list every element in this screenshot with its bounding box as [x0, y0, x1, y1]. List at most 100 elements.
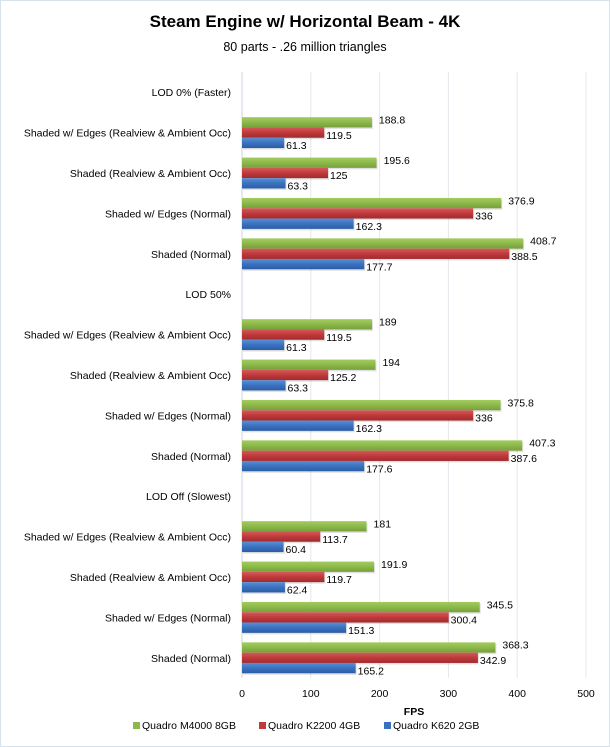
bar-quadro-k2200-4gb — [242, 571, 325, 583]
bar-quadro-k2200-4gb — [242, 167, 328, 179]
bar-quadro-m4000-8gb — [242, 117, 372, 128]
x-axis-title: FPS — [404, 706, 424, 718]
category-label: Shaded (Normal) — [151, 451, 231, 463]
value-label: 151.3 — [348, 625, 374, 637]
value-label: 119.7 — [326, 574, 352, 586]
category-label: LOD 0% (Faster) — [152, 87, 231, 99]
value-label: 63.3 — [288, 382, 309, 394]
bar-quadro-k2200-4gb — [242, 531, 321, 542]
value-label: 345.5 — [487, 599, 513, 611]
legend-swatch — [384, 722, 391, 729]
legend-label: Quadro K620 2GB — [393, 720, 479, 732]
legend-label: Quadro K2200 4GB — [268, 720, 360, 732]
bar-quadro-m4000-8gb — [242, 440, 523, 451]
category-label: Shaded (Realview & Ambient Occ) — [70, 572, 231, 584]
value-label: 63.3 — [288, 180, 309, 192]
x-tick-label: 100 — [302, 688, 320, 700]
category-label: Shaded (Normal) — [151, 249, 231, 261]
chart-subtitle: 80 parts - .26 million triangles — [223, 40, 387, 54]
value-label: 300.4 — [451, 615, 477, 627]
category-label: Shaded w/ Edges (Normal) — [105, 208, 231, 220]
bar-quadro-k2200-4gb — [242, 652, 478, 663]
bar-quadro-k2200-4gb — [242, 248, 510, 259]
value-label: 165.2 — [358, 665, 384, 677]
value-label: 336 — [475, 413, 493, 425]
x-axis-ticks: 0 100 200 300 400 500 — [239, 688, 595, 700]
value-label: 61.3 — [286, 140, 307, 152]
value-label: 376.9 — [508, 195, 534, 207]
value-label: 342.9 — [480, 655, 506, 667]
value-label: 375.8 — [508, 397, 534, 409]
x-tick-label: 500 — [577, 688, 595, 700]
category-label: Shaded (Normal) — [151, 653, 231, 665]
category-label: Shaded w/ Edges (Normal) — [105, 410, 231, 422]
bar-quadro-m4000-8gb — [242, 399, 501, 411]
value-label: 125 — [330, 170, 348, 182]
bar-quadro-k620-2gb — [242, 541, 284, 553]
bars — [242, 117, 525, 675]
bar-quadro-m4000-8gb — [242, 359, 376, 370]
bar-quadro-k2200-4gb — [242, 127, 325, 138]
bar-quadro-k620-2gb — [242, 582, 285, 593]
category-labels: LOD 0% (Faster) Shaded w/ Edges (Realview… — [24, 87, 231, 665]
bar-quadro-k620-2gb — [242, 258, 365, 270]
category-label: Shaded (Realview & Ambient Occ) — [70, 370, 231, 382]
bar-quadro-m4000-8gb — [242, 642, 496, 653]
x-tick-label: 400 — [508, 688, 526, 700]
value-label: 191.9 — [381, 559, 407, 571]
value-label: 194 — [382, 357, 400, 369]
value-label: 408.7 — [530, 236, 556, 248]
bar-quadro-k620-2gb — [242, 218, 354, 229]
chart-title: Steam Engine w/ Horizontal Beam - 4K — [149, 12, 461, 31]
bar-quadro-m4000-8gb — [242, 157, 377, 168]
value-label: 62.4 — [287, 584, 308, 596]
bar-quadro-m4000-8gb — [242, 561, 375, 572]
bar-quadro-k2200-4gb — [242, 410, 474, 421]
bar-quadro-m4000-8gb — [242, 319, 373, 330]
bar-quadro-k2200-4gb — [242, 208, 474, 219]
bar-quadro-k620-2gb — [242, 622, 347, 633]
bar-quadro-m4000-8gb — [242, 197, 502, 209]
value-label: 177.7 — [366, 261, 392, 273]
legend: Quadro M4000 8GB Quadro K2200 4GB Quadro K… — [133, 720, 479, 732]
bar-quadro-m4000-8gb — [242, 521, 367, 532]
bar-quadro-k2200-4gb — [242, 450, 509, 461]
value-label: 188.8 — [379, 114, 405, 126]
legend-swatch — [133, 722, 140, 729]
legend-swatch — [259, 722, 266, 729]
bar-quadro-m4000-8gb — [242, 238, 524, 249]
value-label: 368.3 — [502, 640, 528, 652]
value-label: 162.3 — [356, 423, 382, 435]
bar-quadro-k2200-4gb — [242, 612, 449, 623]
value-label: 61.3 — [286, 342, 307, 354]
value-label: 60.4 — [286, 544, 307, 556]
value-labels: 188.8 119.5 61.3 195.6 125 63.3 376.9 336 162.3 4… — [286, 114, 557, 677]
value-label: 407.3 — [529, 438, 555, 450]
bar-quadro-k620-2gb — [242, 178, 286, 189]
bar-quadro-k620-2gb — [242, 137, 285, 149]
category-label: Shaded (Realview & Ambient Occ) — [70, 168, 231, 180]
x-tick-label: 300 — [440, 688, 458, 700]
category-label: Shaded w/ Edges (Realview & Ambient Occ) — [24, 330, 231, 342]
value-label: 162.3 — [356, 221, 382, 233]
value-label: 388.5 — [511, 251, 537, 263]
category-label: Shaded w/ Edges (Realview & Ambient Occ) — [24, 128, 231, 140]
value-label: 181 — [374, 518, 392, 530]
value-label: 125.2 — [330, 372, 356, 384]
value-label: 119.5 — [326, 332, 352, 344]
bar-quadro-k620-2gb — [242, 339, 285, 351]
bar-quadro-m4000-8gb — [242, 601, 480, 613]
category-label: LOD Off (Slowest) — [146, 491, 231, 503]
value-label: 189 — [379, 316, 397, 328]
bar-quadro-k620-2gb — [242, 420, 354, 431]
category-label: Shaded w/ Edges (Realview & Ambient Occ) — [24, 532, 231, 544]
value-label: 177.6 — [366, 463, 392, 475]
bar-quadro-k620-2gb — [242, 460, 365, 472]
value-label: 113.7 — [322, 534, 348, 546]
category-label: LOD 50% — [185, 289, 231, 301]
x-tick-label: 200 — [371, 688, 389, 700]
bar-quadro-k620-2gb — [242, 662, 356, 674]
bar-quadro-k2200-4gb — [242, 369, 329, 381]
bar-quadro-k2200-4gb — [242, 329, 325, 340]
